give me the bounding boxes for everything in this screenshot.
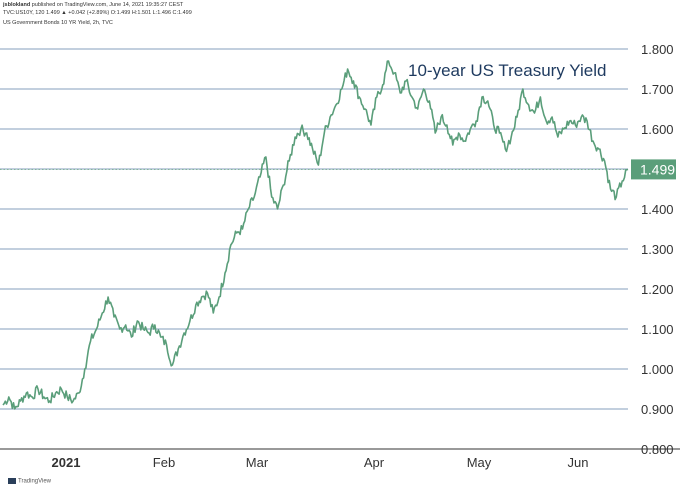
y-tick-label: 1.700	[641, 82, 674, 97]
y-tick-label: 1.300	[641, 242, 674, 257]
symbol-info: TVC:US10Y, 120 1.499 ▲ +0.042 (+2.89%) O…	[3, 10, 192, 16]
last-value-badge	[631, 159, 676, 180]
chart-title: 10-year US Treasury Yield	[408, 61, 606, 80]
y-tick-label: 1.400	[641, 202, 674, 217]
publisher-line: jsblokland published on TradingView.com,…	[3, 2, 183, 8]
x-tick-label: Mar	[246, 455, 269, 470]
y-tick-label: 0.900	[641, 402, 674, 417]
gridlines	[0, 48, 680, 450]
publisher-name[interactable]: jsblokland	[3, 2, 31, 8]
y-tick-label: 0.800	[641, 442, 674, 457]
y-tick-label: 1.800	[641, 42, 674, 57]
x-tick-label: 2021	[52, 455, 81, 470]
y-tick-label: 1.600	[641, 122, 674, 137]
x-axis-ticks: 2021 Feb Mar Apr May Jun	[52, 455, 589, 470]
tradingview-brand: TradingView	[18, 478, 52, 485]
last-value-text: 1.499	[640, 161, 675, 177]
x-tick-label: May	[467, 455, 492, 470]
last-value-label: 1.499	[631, 159, 676, 180]
x-tick-label: Apr	[364, 455, 385, 470]
y-tick-label: 1.200	[641, 282, 674, 297]
y-axis-ticks: 1.8001.7001.6001.5001.4001.3001.2001.100…	[641, 42, 674, 457]
tradingview-logo-icon	[8, 478, 16, 484]
y-tick-label: 1.100	[641, 322, 674, 337]
x-tick-label: Feb	[153, 455, 175, 470]
tradingview-footer[interactable]: TradingView	[8, 478, 51, 485]
series-line	[2, 60, 629, 410]
x-tick-label: Jun	[568, 455, 589, 470]
publish-info: published on TradingView.com, June 14, 2…	[30, 2, 184, 8]
y-tick-label: 1.000	[641, 362, 674, 377]
instrument-name: US Government Bonds 10 YR Yield, 2h, TVC	[3, 20, 113, 26]
